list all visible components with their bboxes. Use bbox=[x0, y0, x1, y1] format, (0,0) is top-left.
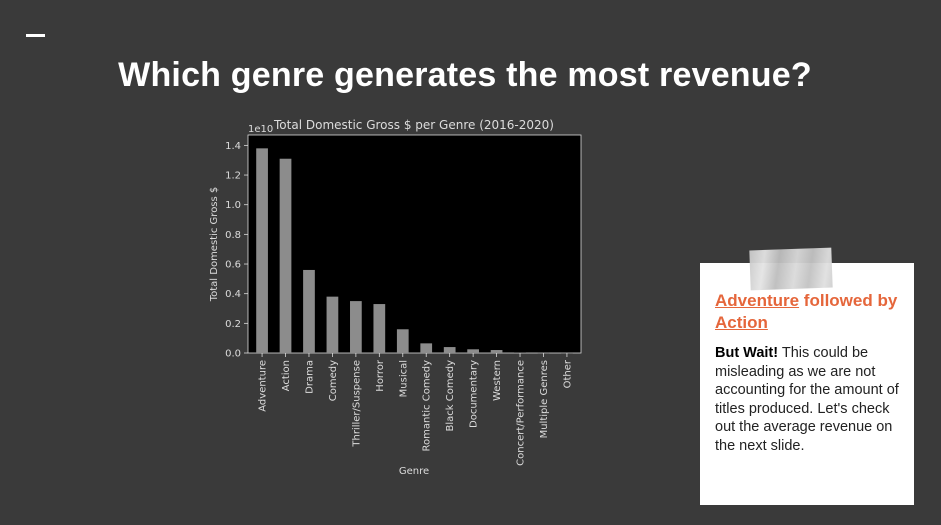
y-tick-label: 0.6 bbox=[225, 260, 241, 271]
plot-area bbox=[247, 134, 582, 354]
y-axis-label: Total Domestic Gross $ bbox=[209, 187, 220, 303]
bar-thriller-suspense bbox=[350, 301, 362, 353]
chart-scale-label: 1e10 bbox=[248, 124, 273, 135]
note-headline-genre-1: Adventure bbox=[715, 291, 800, 310]
y-tick-label: 1.0 bbox=[225, 200, 241, 211]
slide-dash-marker bbox=[26, 34, 45, 37]
x-tick-label: Musical bbox=[398, 360, 409, 397]
x-tick-label: Adventure bbox=[258, 360, 269, 412]
x-axis-label: Genre bbox=[399, 466, 429, 477]
note-headline-genre-2: Action bbox=[715, 313, 768, 332]
x-tick-label: Action bbox=[281, 360, 292, 391]
x-tick-label: Concert/Performance bbox=[516, 360, 527, 466]
note-headline-connector: followed by bbox=[799, 291, 898, 310]
genre-gross-bar-chart: Total Domestic Gross $ per Genre (2016-2… bbox=[209, 118, 582, 477]
bar-horror bbox=[373, 304, 386, 353]
y-tick-label: 1.2 bbox=[225, 171, 241, 182]
note-body: But Wait! This could be misleading as we… bbox=[715, 344, 900, 456]
bar-black-comedy bbox=[443, 347, 456, 353]
bar-romantic-comedy bbox=[420, 343, 433, 353]
x-tick-label: Multiple Genres bbox=[539, 360, 550, 438]
callout-note-card: Adventure followed by Action But Wait! T… bbox=[700, 247, 914, 505]
y-tick-label: 0.4 bbox=[225, 289, 241, 300]
chart-title: Total Domestic Gross $ per Genre (2016-2… bbox=[273, 118, 554, 132]
bar-adventure bbox=[256, 148, 268, 353]
note-body-emphasis: But Wait! bbox=[715, 345, 779, 361]
note-headline: Adventure followed by Action bbox=[715, 290, 900, 334]
x-tick-label: Romantic Comedy bbox=[422, 360, 433, 452]
bar-musical bbox=[396, 329, 409, 353]
x-tick-label: Western bbox=[492, 360, 503, 401]
bar-comedy bbox=[326, 296, 339, 353]
y-tick-label: 0.0 bbox=[225, 349, 241, 360]
slide-title: Which genre generates the most revenue? bbox=[118, 56, 812, 94]
x-tick-label: Documentary bbox=[469, 360, 480, 428]
note-body-text: This could be misleading as we are not a… bbox=[715, 345, 899, 454]
y-tick-label: 1.4 bbox=[225, 141, 241, 152]
y-tick-label: 0.8 bbox=[225, 230, 241, 241]
x-tick-label: Horror bbox=[375, 359, 386, 392]
tape-decoration bbox=[749, 247, 833, 291]
bar-action bbox=[279, 158, 292, 353]
bar-drama bbox=[303, 269, 315, 353]
y-tick-label: 0.2 bbox=[225, 319, 241, 330]
x-tick-label: Other bbox=[562, 359, 573, 388]
x-tick-label: Drama bbox=[304, 360, 315, 394]
x-tick-label: Thriller/Suspense bbox=[351, 360, 362, 448]
x-tick-label: Black Comedy bbox=[445, 360, 456, 432]
x-tick-label: Comedy bbox=[328, 360, 339, 401]
bar-documentary bbox=[467, 349, 479, 353]
bar-western bbox=[490, 350, 503, 353]
